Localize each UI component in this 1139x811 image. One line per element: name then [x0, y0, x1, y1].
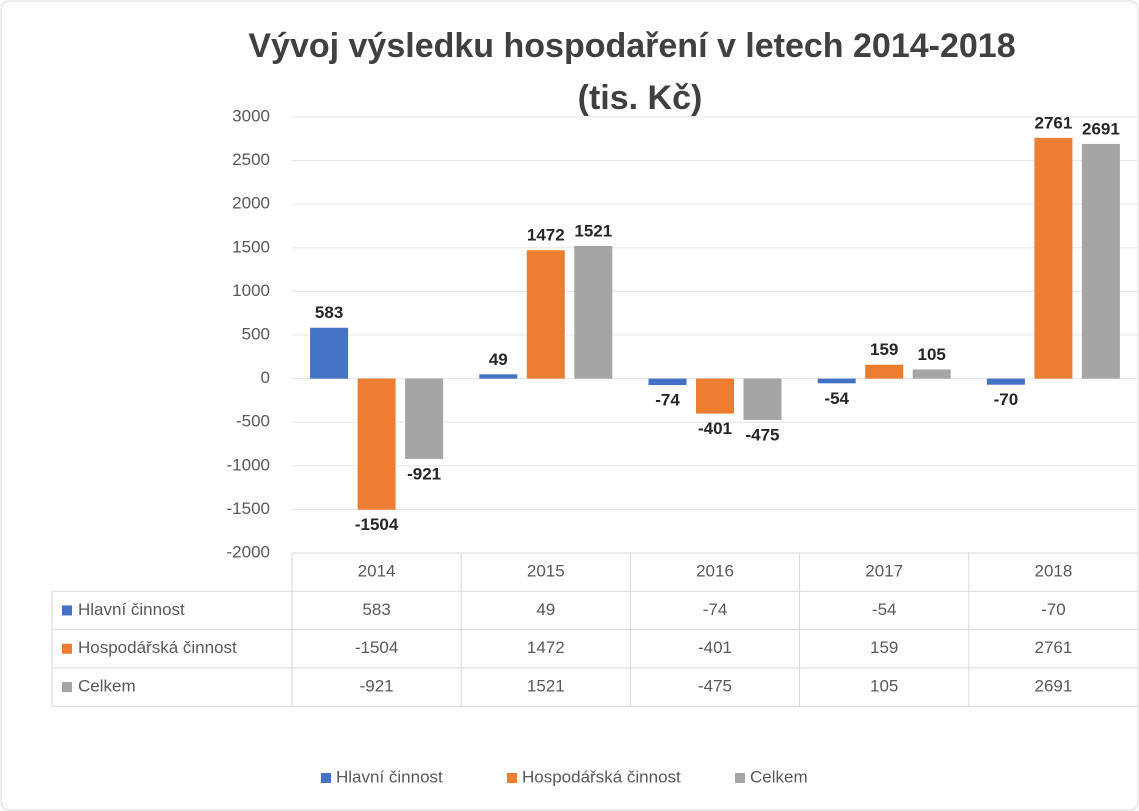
table-row-label: Hlavní činnost [78, 600, 185, 619]
data-label: -475 [745, 426, 779, 445]
table-cell: -74 [703, 600, 728, 619]
y-tick-label: -1500 [227, 499, 270, 518]
table-row-label: Celkem [78, 677, 136, 696]
bar [648, 378, 687, 386]
y-tick-label: -1000 [227, 455, 270, 474]
table-cell: 105 [870, 677, 898, 696]
table-cell: -70 [1041, 600, 1066, 619]
y-tick-label: 2000 [232, 194, 270, 213]
bar [479, 374, 518, 379]
data-label: 105 [918, 345, 946, 364]
y-tick-label: -500 [236, 412, 270, 431]
bar [405, 378, 444, 459]
data-label: -401 [698, 419, 732, 438]
table-cell: 159 [870, 638, 898, 657]
bar [1081, 143, 1120, 379]
table-row-label: Hospodářská činnost [78, 638, 237, 657]
table-cell: 2691 [1034, 677, 1072, 696]
table-cell: -1504 [355, 638, 398, 657]
data-label: -1504 [355, 515, 399, 534]
legend-label: Celkem [750, 767, 808, 786]
legend-key [507, 773, 517, 783]
bar [357, 378, 396, 510]
table-cell: -475 [698, 677, 732, 696]
y-tick-label: 2500 [232, 150, 270, 169]
y-tick-label: 0 [261, 368, 270, 387]
x-tick-label: 2016 [696, 562, 734, 581]
table-cell: -54 [872, 600, 897, 619]
x-tick-label: 2018 [1034, 562, 1072, 581]
bar [912, 369, 951, 379]
bar [526, 250, 565, 379]
bar [574, 245, 613, 379]
data-label: 2691 [1082, 119, 1120, 138]
table-cell: 1472 [527, 638, 565, 657]
data-label: 1521 [574, 221, 612, 240]
table-cell: -921 [360, 677, 394, 696]
table-cell: -401 [698, 638, 732, 657]
legend-label: Hlavní činnost [336, 767, 443, 786]
data-label: -70 [994, 390, 1019, 409]
y-tick-label: 1500 [232, 237, 270, 256]
y-tick-label: -2000 [227, 542, 270, 561]
data-label: 49 [489, 350, 508, 369]
table-cell: 2761 [1034, 638, 1072, 657]
x-tick-label: 2014 [358, 562, 396, 581]
bar [743, 378, 782, 421]
bar [986, 378, 1025, 385]
x-tick-label: 2015 [527, 562, 565, 581]
data-label: -74 [655, 391, 680, 410]
legend-key [62, 643, 72, 654]
y-tick-label: 1000 [232, 281, 270, 300]
bar [310, 327, 349, 379]
bar [865, 364, 904, 379]
data-label: 2761 [1034, 113, 1072, 132]
legend-key [321, 773, 331, 783]
bar [696, 378, 734, 414]
bar [817, 378, 856, 384]
bar [1034, 137, 1073, 379]
legend-key [62, 605, 72, 616]
y-tick-label: 3000 [232, 106, 270, 125]
chart-title: Vývoj výsledku hospodaření v letech 2014… [248, 27, 1015, 65]
data-label: 1472 [527, 226, 565, 245]
legend-key [62, 682, 72, 693]
data-label: -921 [407, 464, 441, 483]
table-cell: 583 [362, 600, 390, 619]
legend-key [735, 773, 745, 783]
table-cell: 1521 [527, 677, 565, 696]
x-tick-label: 2017 [865, 562, 903, 581]
legend-label: Hospodářská činnost [522, 767, 681, 786]
data-label: 159 [870, 340, 898, 359]
data-label: -54 [824, 389, 849, 408]
y-tick-label: 500 [242, 324, 270, 343]
table-cell: 49 [536, 600, 555, 619]
data-label: 583 [315, 303, 343, 322]
chart-title: (tis. Kč) [578, 79, 703, 117]
